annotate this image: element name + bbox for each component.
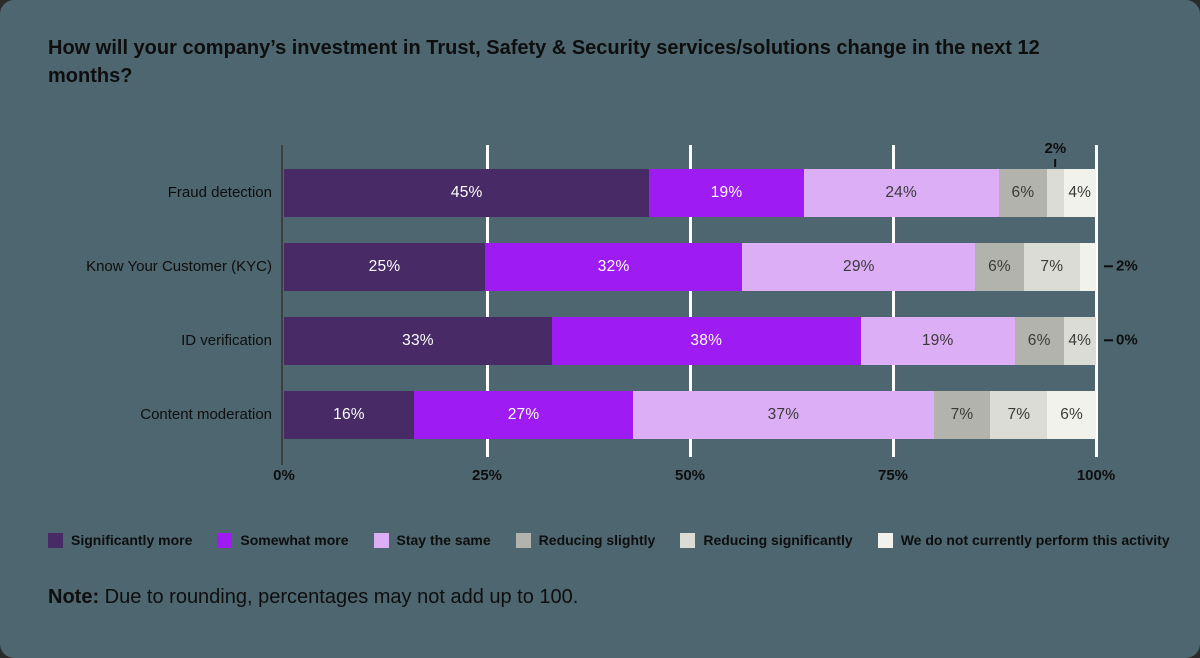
row-label: Content moderation [140,406,272,423]
bar-segment: 33% [284,317,552,365]
bar-segment [1047,169,1064,217]
legend-item: Significantly more [48,532,192,548]
bar-segment: 6% [998,169,1048,217]
legend: Significantly more Somewhat more Stay the … [48,532,1178,548]
segment-value-label: 19% [710,184,743,201]
segment-value-label: 45% [450,184,483,201]
bar-segment: 6% [1014,317,1064,365]
legend-label: Somewhat more [240,532,349,548]
bar-segment: 37% [633,391,934,439]
bar-segment: 4% [1063,317,1096,365]
segment-value-label: 27% [507,406,540,423]
legend-swatch [48,532,63,548]
legend-item: Somewhat more [217,532,349,548]
callout-label: 2% [1044,140,1067,157]
grid-line [1094,145,1098,457]
bar-segment: 25% [284,243,485,291]
callout-above: 2% [1044,140,1067,169]
plot-area: Fraud detection 45% 19% 24% 6% 2% 4% Know Your … [0,141,1200,484]
row-label: Fraud detection [167,184,272,201]
bar-segment: 38% [551,317,861,365]
segment-value-label: 19% [921,332,954,349]
legend-label: Significantly more [71,532,193,548]
segment-value-label: 7% [950,406,974,423]
legend-label: Reducing significantly [703,532,853,548]
segment-value-label: 16% [333,406,365,423]
legend-swatch [217,532,233,548]
callout-right: 2% [1104,258,1138,273]
callout-line [1054,159,1057,167]
chart-title: How will your company’s investment in Tr… [48,37,1040,87]
segment-value-label: 4% [1068,332,1092,349]
callout-line [1104,338,1113,341]
bar-row: 33% 38% 19% 6% 4% 0% [284,317,1138,365]
grid-line [891,145,895,457]
segment-value-label: 37% [767,406,800,423]
grid-line [688,145,692,457]
segment-value-label: 6% [1011,184,1035,201]
x-axis: 0% 25% 50% 75% 100% [0,467,1200,491]
segment-value-label: 7% [1007,406,1031,423]
segment-value-label: 6% [1027,332,1051,349]
bar-segment: 29% [742,243,976,291]
legend-item: Reducing slightly [515,532,656,548]
legend-item: Stay the same [373,532,491,548]
bar-segment [1079,243,1096,291]
x-axis-tick-label: 50% [674,467,706,484]
bar-segment: 6% [1047,391,1096,439]
grid-line [485,145,489,457]
bar-row: 45% 19% 24% 6% 2% 4% [284,141,1096,217]
bar-segment: 7% [990,391,1048,439]
bar-segment: 27% [413,391,634,439]
bar-segment: 32% [484,243,743,291]
legend-item: We do not currently perform this activit… [877,532,1170,548]
segment-value-label: 6% [1060,406,1084,423]
segment-value-label: 7% [1040,258,1064,275]
note-text: Due to rounding, percentages may not add… [104,586,579,608]
bar-segment: 6% [975,243,1024,291]
bar-segment: 24% [803,169,999,217]
segment-value-label: 6% [988,258,1011,275]
x-axis-tick-label: 100% [1076,467,1116,484]
callout-line [1104,264,1113,267]
legend-swatch [877,532,893,548]
bar-row: 25% 32% 29% 6% 7% 2% [284,243,1138,291]
segment-value-label: 33% [402,332,434,349]
bar-segment: 7% [1023,243,1080,291]
segment-value-label: 38% [690,332,723,349]
legend-swatch [373,532,389,548]
plot-grid [284,145,1098,457]
legend-label: Reducing slightly [538,532,656,548]
legend-item: Reducing significantly [680,532,853,548]
segment-value-label: 24% [885,184,917,201]
legend-label: Stay the same [396,532,491,548]
bar-row: 16% 27% 37% 7% 7% 6% [284,391,1096,439]
callout-right: 0% [1104,332,1138,347]
x-axis-tick-label: 25% [471,467,503,484]
x-axis-tick-label: 0% [273,467,295,484]
segment-value-label: 29% [843,258,875,275]
row-label: Know Your Customer (KYC) [86,258,272,275]
bar-segment: 19% [649,169,804,217]
segment-value-label: 25% [368,258,401,275]
callout-label: 0% [1116,331,1138,349]
segment-value-label: 4% [1068,184,1092,201]
bar-segment: 4% [1063,169,1096,217]
row-label: ID verification [181,332,272,349]
callout-label: 2% [1116,257,1138,275]
segment-value-label: 32% [597,258,630,275]
bar-segment: 19% [860,317,1015,365]
x-axis-tick-label: 75% [877,467,909,484]
legend-swatch [680,532,696,548]
y-axis-line [281,145,283,465]
bar-segment: 45% [284,169,650,217]
bar-rows: Fraud detection 45% 19% 24% 6% 2% 4% Know Your … [0,141,1200,457]
note-label: Note: [48,586,100,608]
legend-label: We do not currently perform this activit… [900,532,1170,548]
bar-segment: 16% [284,391,414,439]
bar-segment: 7% [933,391,991,439]
note: Note: Due to rounding, percentages may n… [48,586,578,609]
legend-swatch [515,532,531,548]
